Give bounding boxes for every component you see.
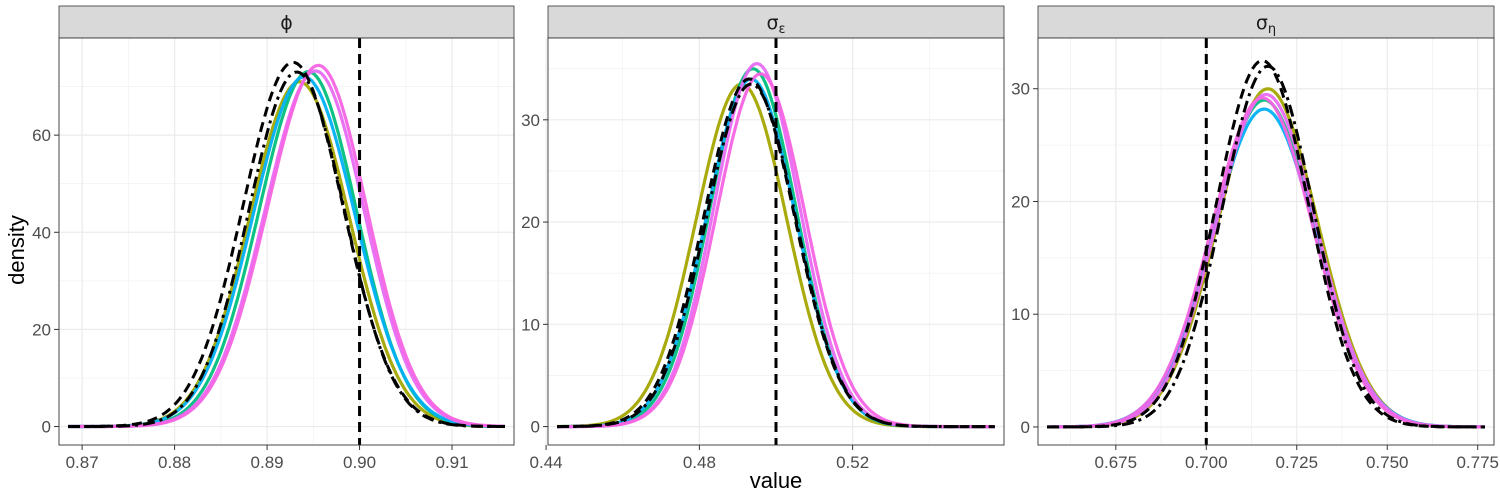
x-tick-label: 0.88 bbox=[158, 453, 191, 472]
density-curve-reference-dotdash bbox=[1047, 64, 1485, 429]
x-tick-label: 0.90 bbox=[343, 453, 376, 472]
facet-strip-title: σε bbox=[766, 12, 785, 37]
facet-strip-title-main: ϕ bbox=[280, 12, 293, 34]
y-tick-label: 30 bbox=[1011, 80, 1030, 99]
x-tick-label: 0.52 bbox=[836, 453, 869, 472]
panel-border bbox=[58, 37, 515, 446]
x-tick-label: 0.675 bbox=[1095, 453, 1138, 472]
x-tick-label: 0.48 bbox=[683, 453, 716, 472]
facet-strip-title-main: σ bbox=[766, 12, 778, 34]
facet-strip-title-subscript: η bbox=[1268, 22, 1276, 37]
y-tick-label: 20 bbox=[521, 213, 540, 232]
facet-strip-title-subscript: ε bbox=[779, 22, 786, 37]
y-tick-label: 0 bbox=[42, 418, 51, 437]
x-tick-label: 0.44 bbox=[530, 453, 563, 472]
y-tick-label: 20 bbox=[32, 320, 51, 339]
x-tick-label: 0.750 bbox=[1366, 453, 1409, 472]
y-tick-label: 30 bbox=[521, 111, 540, 130]
y-tick-label: 20 bbox=[1011, 192, 1030, 211]
density-curve-reference-dotdash bbox=[68, 70, 505, 428]
x-tick-label: 0.91 bbox=[435, 453, 468, 472]
facet-strip-title: ση bbox=[1256, 12, 1276, 37]
x-tick-label: 0.725 bbox=[1275, 453, 1318, 472]
panel-border bbox=[1037, 37, 1495, 446]
y-axis-title: density bbox=[4, 215, 29, 285]
facet-strip bbox=[1037, 5, 1495, 39]
facet-strip bbox=[58, 5, 515, 39]
panel-background bbox=[1038, 38, 1494, 445]
facet-panel-3: ση 0.675 0.700 0.725 0.750 0.775 0 10 20 30 bbox=[1011, 5, 1499, 472]
x-tick-label: 0.700 bbox=[1185, 453, 1228, 472]
density-curve-s5 bbox=[1047, 96, 1485, 429]
y-tick-label: 10 bbox=[521, 315, 540, 334]
facet-strip-title-main: σ bbox=[1256, 12, 1268, 34]
x-tick-label: 0.775 bbox=[1456, 453, 1499, 472]
y-tick-label: 40 bbox=[32, 223, 51, 242]
facet-panel-2: σε 0.44 0.48 0.52 0 10 20 30 bbox=[521, 5, 1005, 472]
y-tick-label: 0 bbox=[531, 418, 540, 437]
facet-panel-1: ϕ 0.87 0.88 0.89 0.90 0.91 0 20 40 60 bbox=[32, 5, 515, 472]
density-curve-s5 bbox=[68, 63, 505, 429]
x-tick-label: 0.87 bbox=[66, 453, 99, 472]
density-curve-reference-dotdash bbox=[557, 82, 995, 429]
x-axis-title: value bbox=[750, 468, 803, 493]
facet-strip-title: ϕ bbox=[280, 12, 293, 34]
x-tick-label: 0.89 bbox=[251, 453, 284, 472]
y-tick-label: 60 bbox=[32, 126, 51, 145]
y-tick-label: 10 bbox=[1011, 305, 1030, 324]
y-tick-label: 0 bbox=[1021, 418, 1030, 437]
panel-border bbox=[547, 37, 1005, 446]
